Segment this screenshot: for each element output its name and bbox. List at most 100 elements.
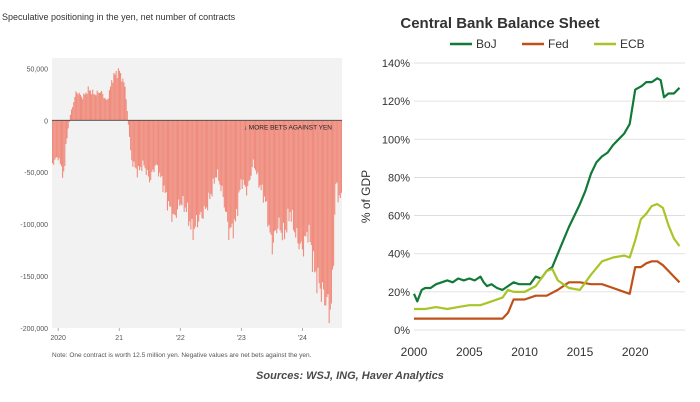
left-plot-background	[52, 58, 342, 328]
position-bar	[185, 120, 187, 213]
position-bar	[82, 99, 84, 121]
position-bar	[299, 120, 301, 244]
x-tick-label: 21	[115, 335, 123, 342]
y-tick-label: 0%	[394, 325, 410, 337]
position-bar	[68, 120, 70, 122]
position-bar	[159, 120, 161, 173]
position-bar	[255, 120, 257, 171]
position-bar	[252, 120, 254, 160]
position-bar	[183, 120, 185, 212]
position-bar	[267, 120, 269, 227]
position-bar	[75, 91, 77, 121]
position-bar	[208, 120, 210, 193]
position-bar	[273, 120, 276, 232]
position-bar	[169, 120, 171, 207]
x-tick-label: 2015	[567, 345, 594, 359]
position-bar	[114, 74, 116, 121]
position-bar	[95, 95, 97, 121]
position-bar	[259, 120, 261, 186]
position-bar	[198, 120, 200, 222]
position-bar	[200, 120, 202, 212]
position-bar	[163, 120, 165, 186]
position-bar	[63, 120, 65, 172]
yen-positioning-chart: Speculative positioning in the yen, net …	[2, 12, 342, 359]
position-bar	[236, 120, 238, 209]
position-bar	[316, 120, 318, 294]
legend-label-boj: BoJ	[476, 37, 497, 51]
position-bar	[85, 92, 87, 121]
position-bar	[246, 120, 248, 196]
position-bar	[184, 120, 186, 208]
position-bar	[140, 120, 142, 167]
position-bar	[219, 120, 221, 185]
position-bar	[144, 120, 146, 169]
y-axis-label: % of GDP	[359, 170, 373, 223]
position-bar	[161, 120, 163, 176]
position-bar	[203, 120, 205, 206]
position-bar	[103, 98, 105, 121]
position-bar	[317, 120, 319, 268]
position-bar	[326, 120, 328, 297]
series-line-fed	[414, 260, 681, 320]
position-bar	[125, 99, 127, 121]
position-bar	[180, 120, 182, 205]
position-bar	[210, 120, 212, 194]
position-bar	[166, 120, 168, 211]
position-bar	[285, 120, 287, 230]
position-bar	[84, 94, 86, 121]
position-bar	[175, 120, 177, 218]
position-bar	[261, 120, 263, 185]
position-bar	[323, 120, 325, 290]
position-bar	[230, 120, 232, 228]
position-bar	[136, 120, 138, 178]
position-bar	[234, 120, 237, 222]
position-bar	[297, 120, 299, 244]
position-bar	[337, 120, 339, 203]
position-bar	[98, 93, 100, 121]
position-bar	[172, 120, 174, 214]
position-bar	[291, 120, 293, 210]
position-bar	[319, 120, 321, 289]
position-bar	[89, 90, 92, 121]
position-bar	[134, 120, 136, 168]
position-bar	[62, 120, 64, 178]
position-bar	[124, 86, 126, 121]
x-tick-label: '23	[237, 335, 246, 342]
position-bar	[53, 120, 55, 165]
position-bar	[263, 120, 266, 197]
position-bar	[289, 120, 291, 213]
position-bar	[204, 120, 206, 209]
position-bar	[73, 102, 75, 121]
position-bar	[309, 120, 311, 243]
position-bar	[217, 120, 219, 170]
position-bar	[311, 120, 313, 272]
position-bar	[182, 120, 184, 196]
position-bar	[218, 120, 220, 181]
position-bar	[229, 120, 231, 229]
position-bar	[155, 120, 157, 165]
position-bar	[60, 120, 63, 167]
y-tick-label: -150,000	[20, 274, 48, 281]
position-bar	[241, 120, 243, 189]
position-bar	[121, 81, 123, 121]
central-bank-chart-panel: Central Bank Balance Sheet BoJ Fed ECB 0% 20%…	[352, 0, 700, 370]
position-bar	[94, 94, 96, 121]
position-bar	[199, 120, 201, 215]
position-bar	[333, 120, 335, 266]
position-bar	[91, 94, 93, 121]
position-bar	[224, 120, 226, 212]
position-bar	[223, 120, 225, 208]
position-bar	[101, 90, 103, 121]
annotation-label: ↓ MORE BETS AGAINST YEN	[244, 124, 333, 131]
position-bar	[164, 120, 166, 193]
position-bar	[59, 120, 61, 164]
position-bar	[141, 120, 143, 171]
position-bar	[108, 90, 110, 121]
position-bar	[178, 120, 180, 200]
position-bar	[265, 120, 267, 202]
position-bar	[242, 120, 244, 180]
position-bar	[139, 120, 141, 171]
note-text: Note: One contract is worth 12.5 million…	[52, 352, 312, 359]
position-bar	[77, 94, 79, 121]
position-bar	[335, 120, 337, 184]
